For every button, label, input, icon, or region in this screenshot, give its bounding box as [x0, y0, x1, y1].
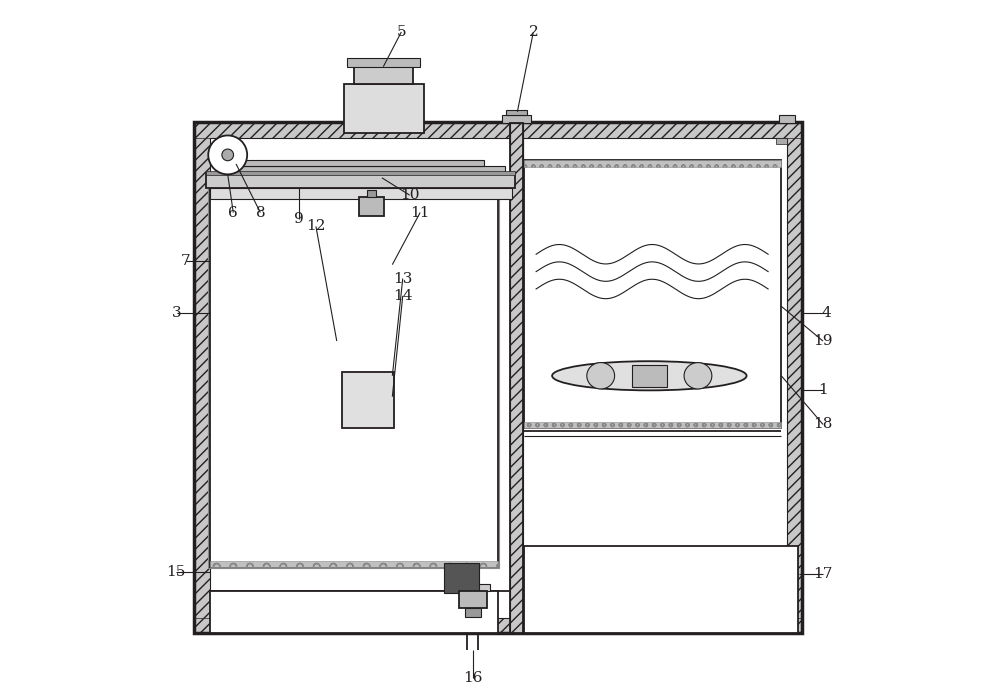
Bar [506, 111, 527, 115]
Bar [210, 188, 498, 567]
Circle shape [222, 149, 234, 161]
Bar [632, 365, 667, 387]
Bar [510, 123, 523, 633]
Bar [456, 584, 490, 591]
Text: 6: 6 [228, 205, 238, 219]
Bar [354, 67, 413, 84]
Ellipse shape [552, 361, 747, 390]
Bar [210, 591, 498, 633]
Bar [194, 122, 802, 633]
Bar [524, 546, 798, 633]
Text: 5: 5 [397, 25, 406, 39]
Bar [210, 561, 498, 567]
Text: 10: 10 [400, 188, 419, 202]
Text: 3: 3 [172, 306, 182, 320]
Bar [210, 188, 512, 198]
Bar [459, 591, 487, 608]
Bar [465, 608, 481, 617]
Text: 19: 19 [813, 334, 833, 348]
Text: 8: 8 [256, 205, 265, 219]
Bar [237, 161, 484, 166]
Bar [779, 115, 795, 123]
Text: 13: 13 [393, 271, 412, 285]
Text: 16: 16 [463, 671, 483, 685]
Bar [510, 123, 523, 633]
Bar [444, 562, 479, 592]
Bar [194, 122, 802, 138]
Bar [194, 617, 802, 633]
Circle shape [208, 136, 247, 174]
Ellipse shape [587, 363, 615, 389]
Text: 14: 14 [393, 289, 413, 303]
Ellipse shape [684, 363, 712, 389]
Bar [210, 188, 510, 617]
Bar [359, 196, 384, 216]
Bar [342, 372, 394, 428]
Bar [367, 189, 376, 196]
Bar [344, 84, 424, 133]
Bar [524, 422, 781, 428]
Text: 4: 4 [822, 306, 831, 320]
Bar [347, 58, 420, 67]
Bar [206, 171, 515, 175]
Bar [524, 161, 781, 167]
Bar [194, 122, 210, 633]
Bar [206, 173, 515, 188]
Bar [502, 115, 531, 123]
Text: 17: 17 [813, 567, 833, 580]
Text: 15: 15 [166, 564, 185, 578]
Bar [524, 161, 781, 428]
Text: 11: 11 [410, 205, 430, 219]
Text: 9: 9 [294, 212, 303, 226]
Text: 18: 18 [813, 418, 833, 432]
Bar [217, 166, 505, 173]
Text: 7: 7 [181, 254, 191, 268]
Text: 12: 12 [306, 219, 326, 233]
Bar [776, 138, 787, 145]
Bar [208, 187, 499, 568]
Bar [787, 122, 802, 633]
Bar [210, 138, 787, 617]
Bar [210, 188, 498, 193]
Text: 1: 1 [818, 383, 828, 397]
Text: 2: 2 [528, 25, 538, 39]
